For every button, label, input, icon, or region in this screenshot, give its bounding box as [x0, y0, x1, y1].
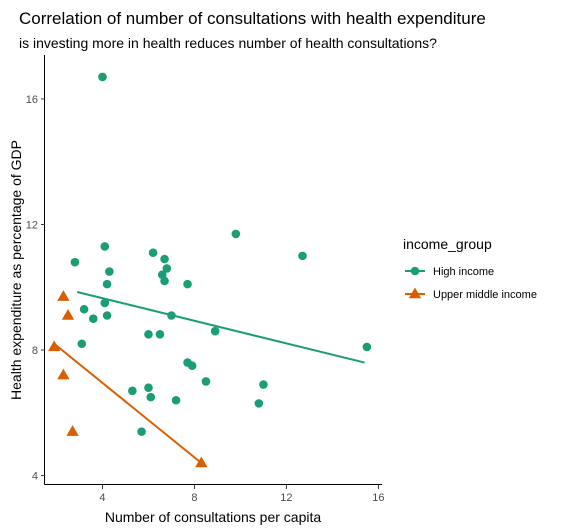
data-point-high-income: [148, 248, 158, 258]
data-point-high-income: [144, 383, 153, 393]
data-point-high-income: [162, 264, 172, 273]
data-point-high-income: [79, 304, 89, 314]
data-point-high-income: [254, 399, 264, 408]
data-point-high-income: [160, 254, 169, 264]
y-tick-label: 16: [26, 94, 38, 106]
trend-line-upper-middle-income: [53, 342, 202, 464]
data-point-high-income: [98, 72, 107, 82]
y-tick-label: 4: [32, 471, 38, 483]
data-point-high-income: [88, 314, 98, 323]
data-point-high-income: [100, 298, 110, 308]
data-point-upper-middle-income: [57, 368, 70, 380]
legend: income_group High income Upper middle inc…: [403, 236, 537, 301]
plot-area: [48, 72, 372, 468]
data-point-upper-middle-income: [66, 425, 79, 436]
y-tick-label: 8: [32, 345, 38, 357]
legend-key-circle: [410, 266, 420, 276]
trend-line-high-income: [76, 290, 365, 364]
data-point-high-income: [128, 386, 137, 396]
x-tick-label: 4: [99, 492, 105, 504]
data-point-high-income: [100, 242, 110, 251]
x-tick-label: 16: [372, 492, 384, 504]
x-tick-label: 12: [280, 492, 292, 504]
data-point-high-income: [187, 361, 197, 371]
data-point-high-income: [298, 251, 307, 261]
data-point-high-income: [77, 339, 87, 349]
data-point-high-income: [259, 380, 268, 389]
data-point-high-income: [146, 392, 156, 402]
data-point-high-income: [102, 311, 112, 320]
data-point-upper-middle-income: [61, 309, 75, 320]
data-point-high-income: [70, 257, 80, 267]
data-point-high-income: [137, 427, 146, 436]
data-point-high-income: [167, 311, 176, 320]
x-axis-title: Number of consultations per capita: [105, 509, 322, 525]
data-point-upper-middle-income: [57, 290, 70, 301]
data-point-high-income: [183, 279, 192, 289]
legend-item-high-income: High income: [405, 266, 494, 278]
x-tick-label: 8: [191, 492, 197, 504]
data-point-high-income: [210, 326, 220, 336]
data-point-high-income: [201, 377, 211, 386]
legend-label: Upper middle income: [433, 289, 537, 301]
chart-subtitle: is investing more in health reduces numb…: [19, 35, 437, 51]
data-point-high-income: [144, 330, 153, 339]
data-point-high-income: [231, 229, 241, 239]
data-point-upper-middle-income: [48, 340, 61, 352]
legend-label: High income: [433, 266, 494, 278]
y-tick-label: 12: [26, 219, 38, 231]
chart-title: Correlation of number of consultations w…: [19, 9, 486, 28]
data-point-upper-middle-income: [195, 456, 208, 468]
data-point-high-income: [171, 395, 181, 405]
y-ticks: 4 8 12 16: [26, 94, 45, 483]
data-point-high-income: [102, 279, 112, 289]
x-ticks: 4 8 12 16: [99, 485, 385, 504]
data-point-high-income: [362, 342, 372, 352]
y-axis-title: Health expenditure as percentage of GDP: [8, 140, 24, 400]
legend-title: income_group: [403, 236, 492, 252]
data-point-high-income: [105, 267, 114, 276]
legend-item-upper-middle-income: Upper middle income: [405, 287, 537, 301]
data-point-high-income: [155, 330, 165, 339]
data-point-high-income: [160, 276, 169, 286]
legend-key-triangle: [408, 287, 422, 299]
